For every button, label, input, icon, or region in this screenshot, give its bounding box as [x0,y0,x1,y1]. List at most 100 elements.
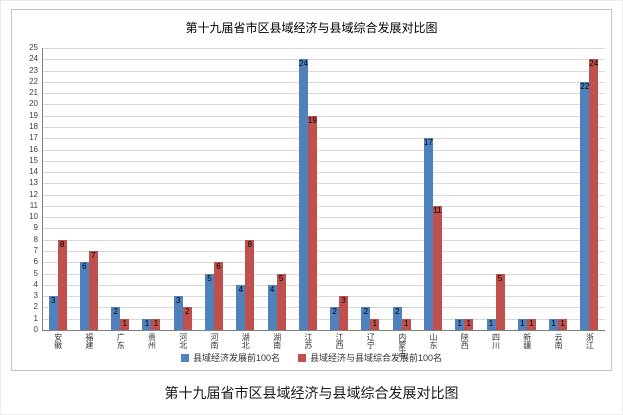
bar: 1 [151,318,161,330]
y-tick-label: 16 [29,144,38,154]
bar: 1 [401,318,411,330]
chart-frame: 第十九届省市区县域经济与县域综合发展对比图 0 1 2 3 4 5 6 7 8 9 10 11 12 13… [11,9,612,371]
x-tick-label: 云南 [554,333,564,349]
x-tick-label: 河北 [178,333,188,349]
chart-caption: 第十九届省市区县域经济与县域综合发展对比图 [164,385,459,401]
bar: 1 [464,318,474,330]
x-tick-label: 内蒙古 [397,333,407,357]
gridline [42,93,605,95]
y-tick-label: 17 [29,133,38,143]
gridline [42,296,605,298]
x-tick-label: 安徽 [53,333,63,349]
y-tick-label: 21 [29,88,38,98]
gridline [42,239,605,241]
y-tick-label: 7 [33,246,38,256]
gridline [42,70,605,72]
bar: 8 [245,239,255,330]
bar-value-label: 17 [424,138,433,148]
gridline [42,115,605,117]
bar: 1 [142,318,152,330]
bar-value-label: 3 [341,296,346,306]
legend: 县域经济发展前100名 县域经济与县域综合发展前100名 [12,351,611,364]
y-tick-label: 12 [29,189,38,199]
bar-value-label: 1 [529,318,534,328]
x-tick-label: 新疆 [522,333,532,349]
gridline [42,126,605,128]
bar: 11 [432,205,442,330]
bar: 24 [298,59,308,330]
y-tick-label: 18 [29,121,38,131]
bar-value-label: 1 [403,318,409,328]
bar: 1 [549,318,559,330]
bar: 1 [517,318,527,330]
bar: 2 [361,307,371,330]
gridline [42,228,605,230]
bar-value-label: 8 [247,239,253,249]
bar: 7 [88,251,98,330]
gridline [42,251,605,253]
gridline [42,81,605,83]
y-tick-label: 0 [33,325,38,334]
x-tick-label: 陕西 [460,333,470,349]
y-tick-label: 1 [33,313,38,323]
gridline [42,48,605,49]
gridline [42,194,605,196]
bar-value-label: 3 [176,296,181,306]
gridline [42,307,605,309]
bar: 6 [79,262,89,330]
bar: 3 [48,296,58,330]
bar-value-label: 1 [122,318,127,328]
bar: 6 [214,262,224,330]
gridline [42,149,605,151]
x-tick-label: 广东 [116,333,126,349]
x-tick-label: 江西 [335,333,345,349]
bar-value-label: 2 [185,307,190,317]
bar-value-label: 6 [82,262,87,272]
bar-value-label: 2 [332,307,337,317]
bar-value-label: 22 [580,81,590,91]
bar-value-label: 24 [589,59,599,69]
chart-title: 第十九届省市区县域经济与县域综合发展对比图 [185,21,438,35]
y-tick-label: 23 [29,65,38,75]
bar-value-label: 4 [238,284,244,294]
gridline [42,104,605,106]
bar-value-label: 1 [372,318,378,328]
bar-value-label: 24 [298,59,308,69]
bar: 1 [558,318,568,330]
bar: 5 [495,273,505,330]
gridline [42,273,605,275]
legend-label: 县域经济与县域综合发展前100名 [310,353,443,363]
gridline [42,138,605,140]
legend-swatch [298,353,306,362]
y-tick-label: 10 [29,212,38,222]
y-tick-label: 22 [29,76,38,86]
bar: 19 [307,115,317,330]
y-tick-label: 13 [29,178,38,188]
x-tick-label: 四川 [491,333,501,349]
bar: 17 [423,138,433,330]
gridline [42,217,605,219]
y-axis-line [42,48,43,330]
y-tick-label: 11 [29,200,38,210]
bar: 1 [486,318,496,330]
x-tick-label: 福建 [84,333,94,349]
gridline [42,284,605,286]
bar-value-label: 5 [207,273,212,283]
bar-value-label: 1 [551,318,556,328]
bar-value-label: 2 [394,307,400,317]
y-tick-label: 6 [33,257,38,267]
y-tick-label: 2 [33,302,38,312]
x-tick-label: 山东 [428,333,438,349]
bar-value-label: 19 [307,115,317,125]
bar-value-label: 5 [278,273,284,283]
bar: 2 [182,307,192,330]
bar: 4 [267,284,277,330]
x-tick-label: 河南 [210,333,220,349]
y-tick-label: 3 [33,291,38,301]
bar-value-label: 1 [560,318,565,328]
gridline [42,160,605,162]
bar-value-label: 3 [50,296,56,306]
legend-swatch [180,353,189,362]
bar: 1 [455,318,465,330]
y-tick-label: 15 [29,155,38,165]
